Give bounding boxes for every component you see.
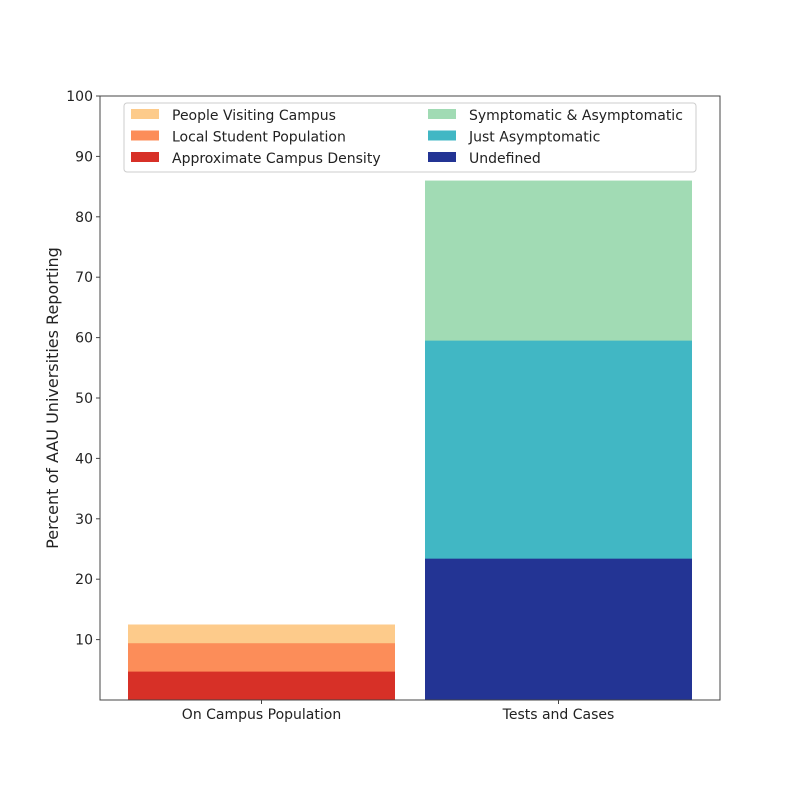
y-tick-label: 70 [75,270,93,286]
legend-label: Local Student Population [172,130,346,146]
legend: People Visiting Campus Local Student Popu… [123,102,697,173]
legend-swatch [428,130,456,141]
y-tick-label: 10 [75,633,93,649]
y-tick-label: 60 [75,331,93,347]
legend-swatch [131,152,159,162]
y-tick-label: 50 [75,391,93,407]
legend-swatch [428,152,456,162]
legend-swatch [428,109,456,119]
y-tick-label: 80 [75,210,93,226]
y-tick-label: 90 [75,149,93,165]
x-tick-label: On Campus Population [182,707,341,723]
y-axis-label: Percent of AAU Universities Reporting [43,247,62,549]
y-tick-label: 100 [66,89,93,105]
y-tick-label: 30 [75,512,93,528]
legend-label: Just Asymptomatic [468,130,600,146]
x-tick-label: Tests and Cases [502,707,615,723]
bar-undefined [425,558,692,700]
legend-label: Approximate Campus Density [172,151,381,167]
legend-label: Undefined [469,151,541,167]
y-tick-label: 40 [75,451,93,467]
y-tick-label: 20 [75,572,93,588]
legend-label: Symptomatic & Asymptomatic [469,108,683,124]
legend-swatch [131,109,159,119]
legend-label: People Visiting Campus [172,108,336,124]
legend-swatch [131,130,159,141]
bar-approximate-campus-density [128,671,395,700]
